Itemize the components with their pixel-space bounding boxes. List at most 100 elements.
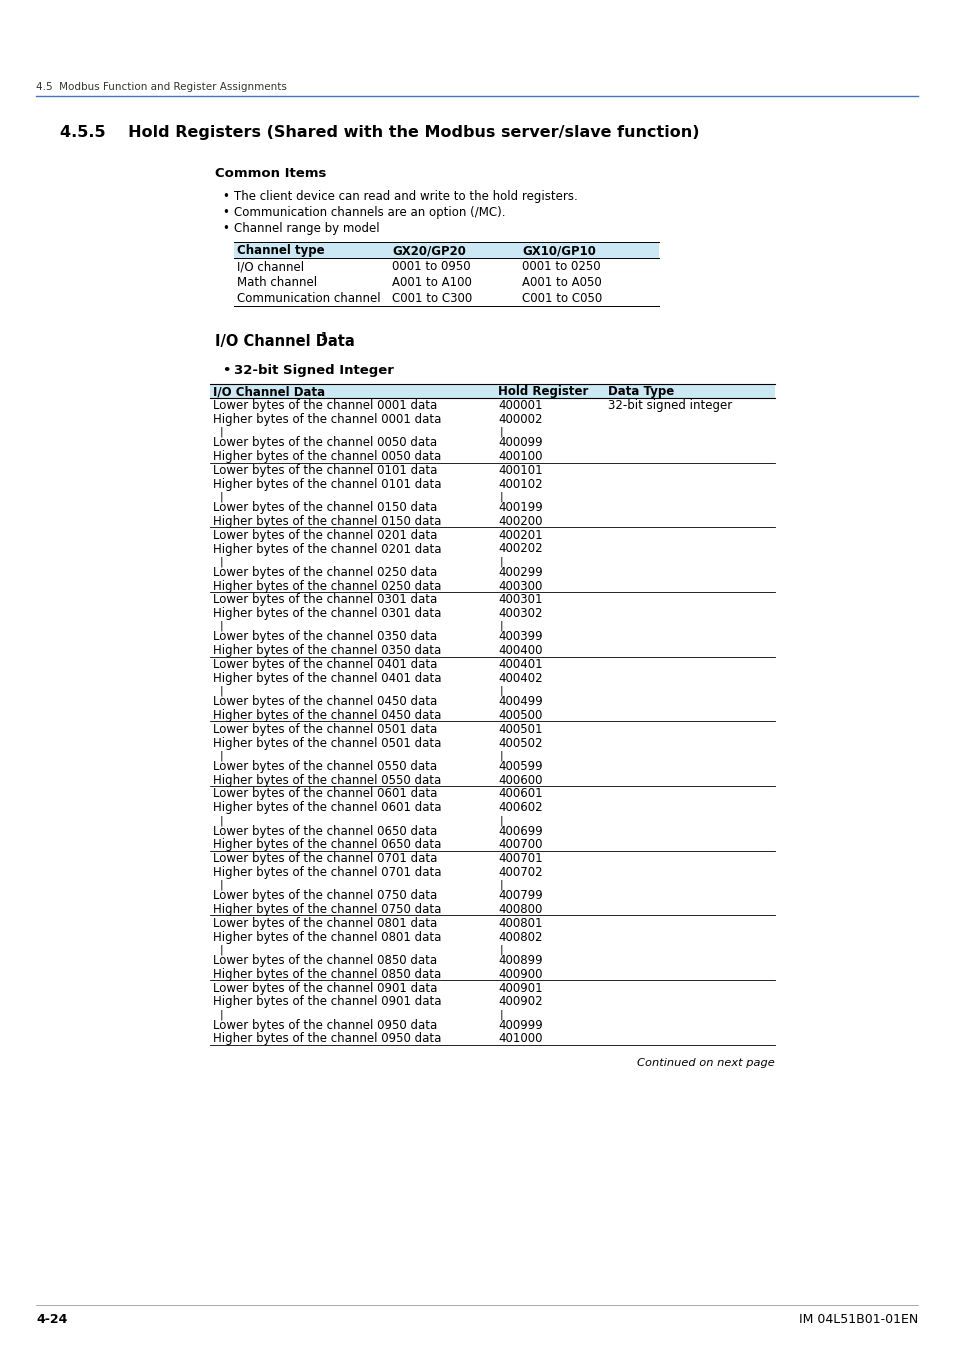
Text: Lower bytes of the channel 0801 data: Lower bytes of the channel 0801 data xyxy=(213,917,436,930)
Text: C001 to C300: C001 to C300 xyxy=(392,292,472,305)
Text: 1: 1 xyxy=(320,332,328,342)
Text: |: | xyxy=(499,945,503,954)
Text: |: | xyxy=(220,1010,223,1019)
Text: Lower bytes of the channel 0450 data: Lower bytes of the channel 0450 data xyxy=(213,695,436,709)
Text: Higher bytes of the channel 0950 data: Higher bytes of the channel 0950 data xyxy=(213,1033,441,1045)
Text: Higher bytes of the channel 0150 data: Higher bytes of the channel 0150 data xyxy=(213,514,441,528)
Text: 4.5  Modbus Function and Register Assignments: 4.5 Modbus Function and Register Assignm… xyxy=(36,82,287,92)
Text: 401000: 401000 xyxy=(497,1033,542,1045)
Text: Higher bytes of the channel 0401 data: Higher bytes of the channel 0401 data xyxy=(213,672,441,684)
Text: 400999: 400999 xyxy=(497,1019,542,1031)
Text: 32-bit signed integer: 32-bit signed integer xyxy=(607,400,732,412)
Text: Lower bytes of the channel 0650 data: Lower bytes of the channel 0650 data xyxy=(213,825,436,837)
Text: Higher bytes of the channel 0550 data: Higher bytes of the channel 0550 data xyxy=(213,774,441,787)
Text: 400902: 400902 xyxy=(497,995,542,1008)
Text: |: | xyxy=(499,751,503,761)
Text: 400601: 400601 xyxy=(497,787,542,801)
Text: 400200: 400200 xyxy=(497,514,542,528)
Text: |: | xyxy=(499,1010,503,1019)
Text: 0001 to 0250: 0001 to 0250 xyxy=(521,261,600,273)
Text: Lower bytes of the channel 0001 data: Lower bytes of the channel 0001 data xyxy=(213,400,436,412)
Text: 400701: 400701 xyxy=(497,852,542,865)
Text: 400101: 400101 xyxy=(497,464,542,477)
Text: 400099: 400099 xyxy=(497,436,542,450)
Text: |: | xyxy=(499,815,503,826)
Text: |: | xyxy=(220,491,223,502)
Text: GX10/GP10: GX10/GP10 xyxy=(521,244,596,256)
Text: 400702: 400702 xyxy=(497,865,542,879)
Text: Higher bytes of the channel 0801 data: Higher bytes of the channel 0801 data xyxy=(213,930,441,944)
Text: Lower bytes of the channel 0101 data: Lower bytes of the channel 0101 data xyxy=(213,464,436,477)
Text: 400400: 400400 xyxy=(497,644,542,657)
Text: I/O Channel Data: I/O Channel Data xyxy=(213,386,325,398)
Text: Higher bytes of the channel 0101 data: Higher bytes of the channel 0101 data xyxy=(213,478,441,491)
Text: Higher bytes of the channel 0701 data: Higher bytes of the channel 0701 data xyxy=(213,865,441,879)
Text: Lower bytes of the channel 0501 data: Lower bytes of the channel 0501 data xyxy=(213,722,436,736)
Text: Higher bytes of the channel 0301 data: Higher bytes of the channel 0301 data xyxy=(213,608,441,620)
Text: Higher bytes of the channel 0250 data: Higher bytes of the channel 0250 data xyxy=(213,579,441,593)
Text: 400401: 400401 xyxy=(497,657,542,671)
Text: 400100: 400100 xyxy=(497,450,542,463)
Text: •: • xyxy=(222,221,229,235)
Text: 32-bit Signed Integer: 32-bit Signed Integer xyxy=(233,364,394,377)
Text: |: | xyxy=(220,556,223,567)
Text: Lower bytes of the channel 0950 data: Lower bytes of the channel 0950 data xyxy=(213,1019,436,1031)
Text: Higher bytes of the channel 0501 data: Higher bytes of the channel 0501 data xyxy=(213,737,441,749)
Text: |: | xyxy=(220,427,223,437)
Text: Higher bytes of the channel 0850 data: Higher bytes of the channel 0850 data xyxy=(213,968,441,981)
Text: 400499: 400499 xyxy=(497,695,542,709)
Text: 400600: 400600 xyxy=(497,774,542,787)
Text: Lower bytes of the channel 0901 data: Lower bytes of the channel 0901 data xyxy=(213,981,436,995)
Text: A001 to A100: A001 to A100 xyxy=(392,275,472,289)
Text: Lower bytes of the channel 0250 data: Lower bytes of the channel 0250 data xyxy=(213,566,436,579)
Text: |: | xyxy=(220,815,223,826)
Text: 400699: 400699 xyxy=(497,825,542,837)
Text: |: | xyxy=(220,621,223,632)
Text: 400202: 400202 xyxy=(497,543,542,555)
Text: A001 to A050: A001 to A050 xyxy=(521,275,601,289)
Text: Higher bytes of the channel 0050 data: Higher bytes of the channel 0050 data xyxy=(213,450,441,463)
Text: Common Items: Common Items xyxy=(214,167,326,180)
Text: 400402: 400402 xyxy=(497,672,542,684)
Text: |: | xyxy=(220,945,223,954)
Text: Continued on next page: Continued on next page xyxy=(637,1058,774,1068)
Text: Higher bytes of the channel 0750 data: Higher bytes of the channel 0750 data xyxy=(213,903,441,917)
Text: 400899: 400899 xyxy=(497,954,542,967)
Text: Higher bytes of the channel 0601 data: Higher bytes of the channel 0601 data xyxy=(213,802,441,814)
Text: |: | xyxy=(499,491,503,502)
Text: |: | xyxy=(220,751,223,761)
Text: 400802: 400802 xyxy=(497,930,542,944)
Bar xyxy=(210,383,774,398)
Text: |: | xyxy=(499,880,503,890)
Text: Hold Register: Hold Register xyxy=(497,386,588,398)
Text: 400399: 400399 xyxy=(497,630,542,644)
Text: 400700: 400700 xyxy=(497,838,542,852)
Text: Lower bytes of the channel 0550 data: Lower bytes of the channel 0550 data xyxy=(213,760,436,774)
Text: Lower bytes of the channel 0701 data: Lower bytes of the channel 0701 data xyxy=(213,852,436,865)
Text: 400300: 400300 xyxy=(497,579,542,593)
Text: Lower bytes of the channel 0850 data: Lower bytes of the channel 0850 data xyxy=(213,954,436,967)
Text: Lower bytes of the channel 0750 data: Lower bytes of the channel 0750 data xyxy=(213,890,436,902)
Text: Lower bytes of the channel 0150 data: Lower bytes of the channel 0150 data xyxy=(213,501,436,514)
Text: 400800: 400800 xyxy=(497,903,542,917)
Text: Communication channels are an option (/MC).: Communication channels are an option (/M… xyxy=(233,207,505,219)
Text: 400299: 400299 xyxy=(497,566,542,579)
Text: 400599: 400599 xyxy=(497,760,542,774)
Text: Lower bytes of the channel 0601 data: Lower bytes of the channel 0601 data xyxy=(213,787,436,801)
Text: 0001 to 0950: 0001 to 0950 xyxy=(392,261,470,273)
Text: Lower bytes of the channel 0350 data: Lower bytes of the channel 0350 data xyxy=(213,630,436,644)
Text: 400501: 400501 xyxy=(497,722,542,736)
Text: |: | xyxy=(499,621,503,632)
Text: |: | xyxy=(220,880,223,890)
Text: I/O Channel Data: I/O Channel Data xyxy=(214,333,355,350)
Text: 400201: 400201 xyxy=(497,529,542,541)
Text: 4-24: 4-24 xyxy=(36,1314,68,1326)
Text: 400102: 400102 xyxy=(497,478,542,491)
Text: |: | xyxy=(499,427,503,437)
Text: Math channel: Math channel xyxy=(236,275,316,289)
Text: 4.5.5    Hold Registers (Shared with the Modbus server/slave function): 4.5.5 Hold Registers (Shared with the Mo… xyxy=(60,126,699,140)
Text: Higher bytes of the channel 0350 data: Higher bytes of the channel 0350 data xyxy=(213,644,441,657)
Text: C001 to C050: C001 to C050 xyxy=(521,292,601,305)
Text: 400001: 400001 xyxy=(497,400,542,412)
Text: The client device can read and write to the hold registers.: The client device can read and write to … xyxy=(233,190,578,202)
